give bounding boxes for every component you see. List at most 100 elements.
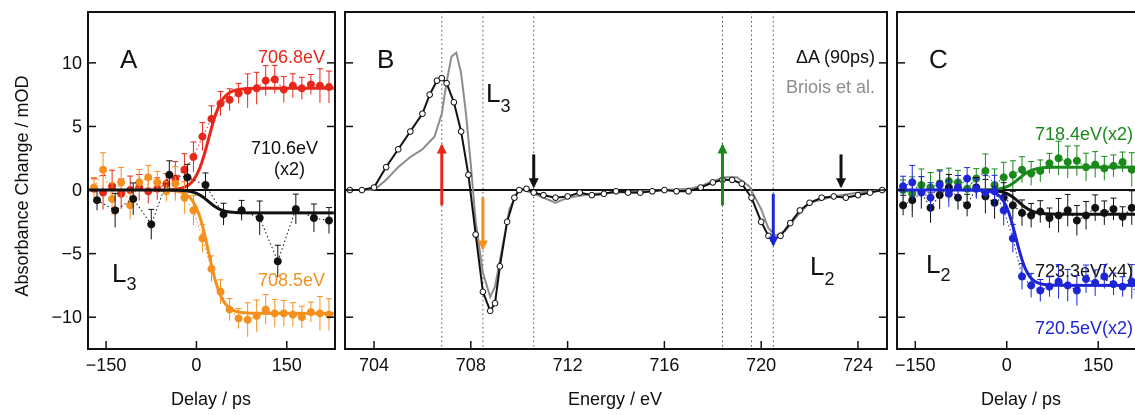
data-point-black	[201, 180, 210, 189]
x-tick-label: 720	[746, 355, 776, 375]
y-tick-label: −10	[51, 307, 82, 327]
panel-c: C Delay / ps 718.4eV(x2) 723.3eV(x4) 720…	[896, 11, 1135, 409]
data-point-orange	[135, 178, 144, 187]
data-point-blue	[1082, 275, 1091, 284]
data-point-red	[207, 114, 216, 123]
data-point-black	[111, 206, 120, 215]
panel-b-l2-main: L	[810, 251, 824, 281]
data-point-black	[1018, 208, 1026, 217]
data-point-orange	[297, 313, 306, 322]
data-point	[842, 194, 850, 201]
data-point-red	[198, 132, 207, 141]
x-tick-label: 724	[843, 355, 873, 375]
data-point	[648, 188, 656, 195]
panel-c-region-sub: 2	[940, 265, 950, 285]
legend-delta-a: ΔA (90ps)	[796, 47, 875, 67]
data-point-orange	[306, 308, 315, 317]
panel-a-region-main: L	[112, 258, 126, 288]
data-point	[728, 176, 736, 184]
data-point-black	[1036, 207, 1045, 216]
data-point-green	[1036, 166, 1045, 175]
x-tick-label: 0	[191, 355, 201, 375]
data-point-green	[1018, 165, 1026, 174]
data-point-blue	[963, 174, 972, 183]
data-point	[407, 128, 414, 135]
panel-c-label-black: 723.3eV(x4)	[1035, 261, 1133, 281]
panel-b-l2-sub: 2	[824, 269, 834, 289]
data-point	[450, 98, 458, 106]
data-point-black	[273, 257, 282, 266]
data-point	[818, 194, 825, 201]
data-point	[491, 299, 499, 307]
data-point	[370, 184, 378, 191]
data-point-black	[255, 214, 264, 223]
data-point	[358, 186, 366, 194]
data-point-black	[908, 196, 917, 205]
data-point-green	[1027, 169, 1036, 178]
data-point	[748, 194, 755, 201]
data-point-orange	[189, 206, 198, 215]
data-point-blue	[1063, 281, 1072, 290]
panel-a-region-label: L3	[112, 258, 136, 294]
data-point-red	[306, 80, 315, 89]
panel-b: B Energy / eV ΔA (90ps) Briois et al. L3…	[344, 11, 888, 409]
panel-b-l3-sub: 3	[500, 96, 510, 116]
data-point-orange	[225, 305, 234, 314]
data-point-red	[288, 81, 297, 90]
data-point-orange	[171, 179, 180, 188]
series-line-gray	[349, 50, 883, 300]
data-point	[523, 185, 530, 193]
data-point-orange	[279, 309, 288, 318]
data-point-green	[1127, 165, 1135, 174]
data-point-black	[93, 196, 102, 205]
x-tick-label: −150	[895, 355, 936, 375]
data-point-orange	[207, 264, 216, 273]
data-point-green	[981, 166, 990, 175]
data-point	[496, 263, 504, 270]
data-point-blue	[1054, 277, 1063, 286]
data-point	[661, 186, 668, 194]
data-point	[479, 288, 487, 296]
data-point-black	[183, 173, 192, 182]
data-point	[530, 189, 538, 196]
data-point-blue	[1091, 278, 1100, 287]
data-point	[624, 189, 632, 196]
panel-0-inner	[88, 64, 335, 337]
panel-a-label-black: 710.6eV	[251, 138, 318, 158]
data-point	[564, 193, 571, 200]
data-point-red	[180, 165, 189, 174]
data-point-green	[1100, 164, 1109, 173]
data-point	[576, 189, 584, 196]
data-point-black	[1045, 214, 1054, 223]
panel-c-label-green: 718.4eV(x2)	[1035, 124, 1133, 144]
data-point-orange	[261, 305, 270, 314]
data-point-blue	[1045, 282, 1054, 291]
data-point	[854, 191, 862, 199]
data-point	[540, 191, 547, 199]
x-tick-label: 704	[359, 355, 389, 375]
data-point-blue	[1008, 234, 1017, 243]
data-point	[472, 231, 479, 238]
chart-marks: −150 0 150 −10 −5 0 5 10 704 708 712 716 720 724 −150 0…	[51, 12, 1135, 375]
data-point	[709, 179, 717, 186]
data-point	[394, 146, 402, 153]
data-point	[830, 193, 838, 200]
data-point-black	[1063, 206, 1072, 215]
data-point-blue	[899, 182, 908, 191]
panel-a-letter: A	[120, 44, 138, 74]
panel-b-letter: B	[377, 44, 394, 74]
data-point-green	[1054, 154, 1063, 163]
panel-a-xlabel: Delay / ps	[171, 389, 251, 409]
data-point-blue	[981, 188, 990, 197]
data-point-black	[1109, 205, 1118, 214]
data-point-green	[1045, 159, 1054, 168]
y-tick-label: 5	[72, 116, 82, 136]
data-point-orange	[153, 178, 162, 187]
panel-c-region-label: L2	[926, 249, 950, 285]
data-point	[486, 307, 494, 315]
data-point-orange	[198, 234, 207, 243]
data-point-orange	[144, 173, 153, 182]
data-point	[552, 194, 559, 201]
data-point-orange	[234, 314, 243, 323]
